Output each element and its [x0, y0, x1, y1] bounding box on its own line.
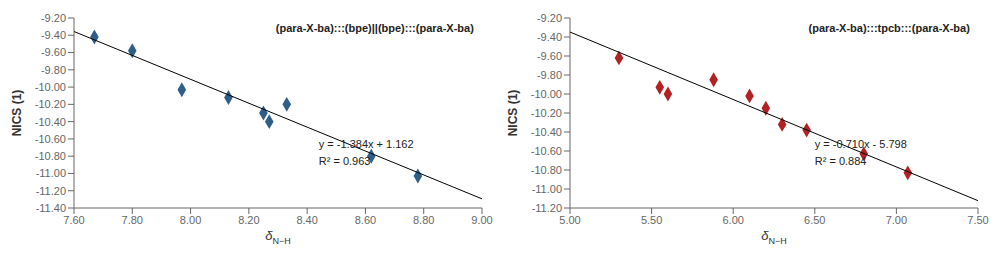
svg-text:7.80: 7.80	[122, 214, 143, 226]
html-text:δN−H: δN−H	[761, 228, 787, 246]
svg-text:-9.80: -9.80	[537, 69, 562, 81]
html-text:R² = 0.884: R² = 0.884	[814, 154, 867, 167]
svg-text:-11.00: -11.00	[532, 183, 562, 195]
html-text:R² = 0.963: R² = 0.963	[318, 154, 371, 167]
svg-text:-10.80: -10.80	[35, 150, 66, 162]
html-text:(para-X-ba):::tpcb:::(para-X-b: (para-X-ba):::tpcb:::(para-X-ba)	[808, 21, 970, 34]
svg-text:-10.80: -10.80	[531, 164, 562, 176]
svg-text:-11.20: -11.20	[36, 185, 66, 197]
svg-text:-10.20: -10.20	[35, 98, 66, 110]
svg-text:6.00: 6.00	[722, 214, 743, 226]
svg-text:NICS (1): NICS (1)	[506, 90, 520, 137]
svg-text:-9.40: -9.40	[41, 29, 66, 41]
svg-text:-11.00: -11.00	[36, 167, 66, 179]
svg-text:-9.20: -9.20	[537, 12, 562, 24]
svg-text:8.40: 8.40	[296, 214, 317, 226]
svg-text:8.00: 8.00	[180, 214, 201, 226]
svg-text:8.80: 8.80	[413, 214, 434, 226]
svg-text:-9.20: -9.20	[41, 12, 66, 24]
svg-text:7.50: 7.50	[967, 214, 988, 226]
svg-text:8.60: 8.60	[355, 214, 376, 226]
svg-text:-10.60: -10.60	[35, 133, 66, 145]
svg-text:-9.60: -9.60	[41, 46, 66, 58]
svg-text:8.20: 8.20	[238, 214, 259, 226]
svg-text:-9.40: -9.40	[537, 31, 562, 43]
html-text:y = -1.384x + 1.162: y = -1.384x + 1.162	[318, 137, 414, 150]
svg-text:7.60: 7.60	[63, 214, 84, 226]
svg-text:-11.20: -11.20	[532, 202, 562, 214]
svg-text:7.00: 7.00	[886, 214, 907, 226]
html-text:y = -0.710x - 5.798: y = -0.710x - 5.798	[814, 137, 907, 150]
svg-text:9.00: 9.00	[471, 214, 492, 226]
svg-text:-9.80: -9.80	[41, 64, 66, 76]
html-text:(para-X-ba):::(bpe)||(bpe):::(: (para-X-ba):::(bpe)||(bpe):::(para-X-ba)	[275, 21, 474, 34]
svg-text:NICS (1): NICS (1)	[10, 90, 24, 137]
svg-text:-10.40: -10.40	[531, 126, 562, 138]
svg-text:-11.40: -11.40	[36, 202, 66, 214]
svg-text:-10.60: -10.60	[531, 145, 562, 157]
svg-text:-9.60: -9.60	[537, 50, 562, 62]
svg-text:-10.40: -10.40	[35, 116, 66, 128]
svg-text:6.50: 6.50	[804, 214, 825, 226]
svg-text:-10.00: -10.00	[35, 81, 66, 93]
svg-text:5.00: 5.00	[559, 214, 580, 226]
html-text:δN−H: δN−H	[265, 228, 291, 246]
svg-text:-10.00: -10.00	[531, 88, 562, 100]
svg-text:5.50: 5.50	[641, 214, 662, 226]
svg-text:-10.20: -10.20	[531, 107, 562, 119]
